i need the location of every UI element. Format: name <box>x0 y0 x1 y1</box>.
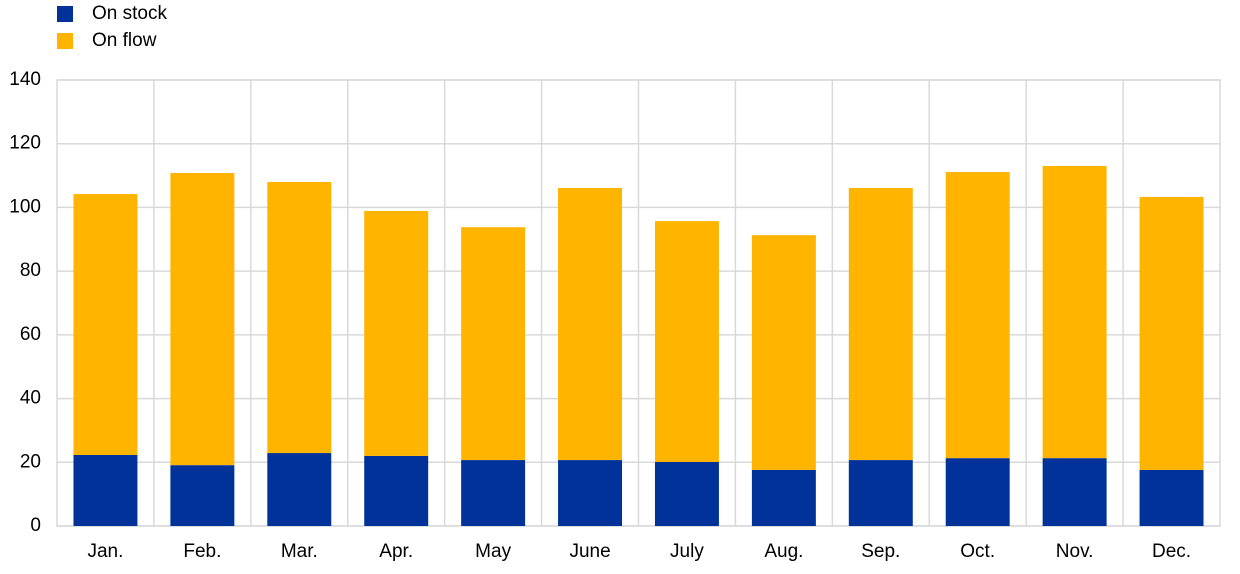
bar-segment <box>461 227 526 461</box>
bar-segment <box>1042 166 1107 459</box>
bar-segment <box>267 453 332 526</box>
bar-segment <box>461 460 526 526</box>
bar-segment <box>1042 458 1107 526</box>
bar-segment <box>751 469 816 526</box>
y-tick-label: 20 <box>20 451 41 472</box>
x-tick-label: July <box>670 541 704 562</box>
x-tick-label: Mar. <box>281 541 318 562</box>
bar-segment <box>848 460 913 526</box>
bar-segment <box>751 235 816 470</box>
x-tick-label: Sep. <box>861 541 900 562</box>
bar-segment <box>267 181 332 454</box>
bar-segment <box>1139 469 1204 526</box>
y-tick-label: 60 <box>20 324 41 345</box>
x-tick-label: Aug. <box>764 541 803 562</box>
bar-segment <box>364 455 429 526</box>
y-tick-label: 120 <box>9 133 41 154</box>
legend-swatch <box>57 6 73 22</box>
bar-segment <box>73 454 138 526</box>
y-tick-label: 100 <box>9 196 41 217</box>
bar-segment <box>945 458 1010 526</box>
x-tick-label: Oct. <box>960 541 995 562</box>
x-tick-label: Apr. <box>379 541 413 562</box>
bar-segment <box>364 210 429 456</box>
bar-segment <box>654 461 719 526</box>
x-tick-label: Dec. <box>1152 541 1191 562</box>
x-tick-label: June <box>569 541 610 562</box>
bar-segment <box>654 221 719 462</box>
x-tick-label: Feb. <box>183 541 221 562</box>
bar-segment <box>73 194 138 455</box>
y-tick-label: 40 <box>20 388 41 409</box>
bar-segment <box>558 460 623 526</box>
y-tick-label: 140 <box>9 69 41 90</box>
bar-segment <box>170 173 235 466</box>
legend-label: On flow <box>92 30 157 51</box>
legend-swatch <box>57 33 73 49</box>
x-tick-label: Jan. <box>87 541 123 562</box>
y-tick-label: 0 <box>30 515 41 536</box>
x-tick-label: Nov. <box>1056 541 1094 562</box>
y-tick-label: 80 <box>20 260 41 281</box>
bar-segment <box>848 187 913 461</box>
bar-segment <box>558 187 623 461</box>
legend-label: On stock <box>92 3 167 24</box>
bar-segment <box>1139 196 1204 470</box>
bar-segment <box>170 465 235 526</box>
bar-segment <box>945 172 1010 459</box>
x-tick-label: May <box>475 541 511 562</box>
